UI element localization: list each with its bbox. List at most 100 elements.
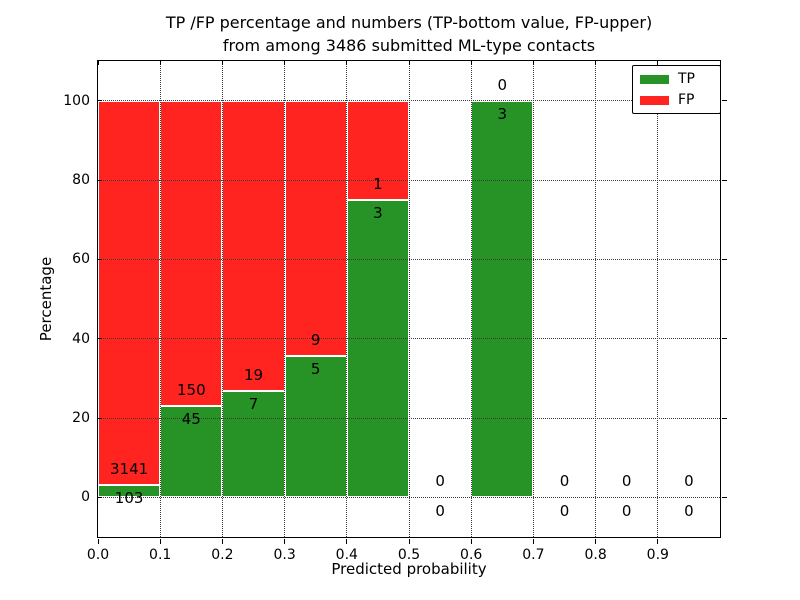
y-tick-label: 80 [72,172,90,188]
x-tick-mark [657,61,659,65]
y-tick-mark [722,496,727,498]
x-tick-mark [159,539,161,544]
vertical-gridline [595,61,597,537]
x-tick-label: 0.7 [522,547,545,563]
fp-bar-segment [160,100,223,406]
tp-count-label: 3 [497,105,508,124]
vertical-gridline [408,61,410,537]
fp-count-label: 3141 [110,459,149,478]
tp-bar-segment [471,100,534,498]
y-axis-label: Percentage [37,256,55,342]
x-tick-mark [284,61,286,65]
vertical-gridline [532,61,534,537]
vertical-gridline [346,61,348,537]
x-tick-label: 0.3 [273,547,296,563]
fp-count-label: 9 [310,330,321,349]
tp-count-label: 0 [684,501,694,520]
chart-title-line-1: TP /FP percentage and numbers (TP-bottom… [165,13,653,32]
fp-bar-segment [98,100,161,485]
y-tick-mark [722,258,727,260]
vertical-gridline [221,61,223,537]
x-tick-mark [470,61,472,65]
tp-count-label: 103 [114,489,144,508]
x-tick-mark [221,61,223,65]
y-tick-mark [98,179,102,181]
y-tick-label: 20 [72,410,90,426]
legend-label-fp: FP [678,92,695,108]
y-tick-mark [722,100,727,102]
horizontal-gridline [98,338,720,340]
fp-bar-segment [346,100,409,200]
x-tick-mark [97,61,99,65]
vertical-gridline [159,61,161,537]
tp-count-label: 0 [621,501,632,520]
fp-count-label: 19 [243,365,264,384]
fp-count-label: 1 [373,174,383,193]
tp-legend-swatch-icon [640,74,669,84]
tp-bar-segment [346,199,409,498]
tp-count-label: 45 [181,410,201,429]
x-tick-label: 0.1 [149,547,172,563]
y-tick-label: 40 [72,330,90,347]
tp-count-label: 3 [373,204,383,223]
fp-count-label: 150 [176,380,206,399]
vertical-gridline [284,61,286,537]
chart-title: TP /FP percentage and numbers (TP-bottom… [97,11,721,57]
x-tick-label: 0.5 [397,547,421,563]
x-tick-label: 0.9 [646,547,669,563]
fp-count-label: 0 [435,472,445,491]
tp-bar-segment [284,355,347,498]
horizontal-gridline [98,496,720,498]
y-tick-label: 0 [81,489,90,506]
horizontal-gridline [98,100,720,102]
y-tick-mark [722,179,727,181]
tp-count-label: 7 [248,395,259,414]
x-tick-mark [532,539,534,544]
legend: TP FP [632,65,721,114]
x-tick-label: 0.0 [86,547,110,563]
x-tick-label: 0.8 [584,547,607,563]
legend-label-tp: TP [678,71,695,87]
x-tick-mark [408,61,410,65]
x-tick-mark [97,539,99,544]
vertical-gridline [470,61,472,537]
x-tick-mark [595,61,597,65]
fp-count-label: 0 [684,472,694,491]
x-tick-mark [408,539,410,544]
x-tick-mark [346,539,348,544]
fp-bar-segment [284,100,347,356]
y-tick-mark [98,496,102,498]
horizontal-gridline [98,258,720,260]
x-tick-mark [159,61,161,65]
fp-count-label: 0 [559,472,570,491]
y-tick-label: 100 [63,92,90,109]
x-tick-label: 0.2 [211,547,234,563]
x-tick-mark [595,539,597,544]
y-tick-mark [98,100,102,102]
fp-count-label: 0 [621,472,632,491]
fp-legend-swatch-icon [640,95,669,105]
y-tick-mark [98,258,102,260]
x-tick-mark [221,539,223,544]
vertical-gridline [657,61,659,537]
x-tick-mark [532,61,534,65]
x-axis-label: Predicted probability [331,560,487,578]
y-tick-mark [98,417,102,419]
y-tick-label: 60 [72,251,90,268]
x-tick-mark [470,539,472,544]
legend-entry-fp: FP [640,93,712,107]
tp-count-label: 0 [435,501,445,520]
tp-bar-segment [160,405,223,498]
tp-bar-segment [222,390,285,498]
fp-bar-segment [222,100,285,391]
y-tick-mark [98,338,102,340]
chart-title-line-2: from among 3486 submitted ML-type contac… [222,36,596,55]
horizontal-gridline [98,417,720,419]
tp-count-label: 5 [310,360,321,379]
x-tick-label: 0.6 [460,547,483,563]
x-tick-label: 0.4 [335,547,358,563]
legend-entry-tp: TP [640,72,712,86]
x-tick-mark [346,61,348,65]
y-tick-mark [722,338,727,340]
